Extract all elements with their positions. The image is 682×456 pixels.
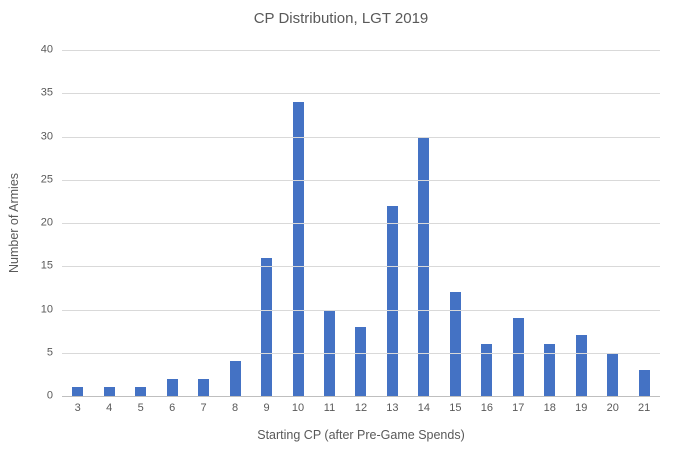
bar (198, 378, 210, 396)
x-axis-tick-label: 3 (74, 402, 81, 414)
x-axis-tick-label: 11 (323, 402, 336, 414)
bar-column (156, 50, 187, 396)
bar-column (597, 50, 628, 396)
x-axis-tick-label: 6 (169, 402, 176, 414)
gridline (62, 223, 660, 224)
bar-column (471, 50, 502, 396)
bar-column (62, 50, 93, 396)
bar-column (282, 50, 313, 396)
x-axis-tick-label: 20 (606, 402, 619, 414)
x-axis-tick-label: 7 (200, 402, 207, 414)
y-axis-tick-label: 5 (46, 346, 53, 359)
y-axis-title: Number of Armies (7, 172, 21, 274)
y-axis-tick-label: 15 (40, 259, 53, 272)
y-axis-tick-label: 10 (40, 303, 53, 315)
x-axis-tick-label: 8 (232, 402, 239, 414)
x-axis-tick-labels: 3 4 5 6 7 8 9 10 11 12 13 14 15 16 17 18 19 20 21 (62, 402, 660, 414)
bar (512, 318, 524, 396)
gridline (62, 136, 660, 138)
bar (481, 344, 493, 396)
x-axis-title: Starting CP (after Pre-Game Spends) (257, 428, 465, 442)
bar (292, 101, 304, 396)
bar (607, 352, 619, 396)
x-axis-tick-label: 9 (263, 402, 270, 414)
bar-column (377, 50, 408, 396)
x-axis-tick-label: 4 (106, 402, 113, 414)
plot-area: 3 4 5 6 7 8 9 10 11 12 13 14 15 16 17 18 19 20 21 0 5 10 15 20… (41, 44, 660, 414)
bar (449, 292, 461, 396)
bar-column (188, 50, 219, 396)
gridline (62, 179, 660, 181)
bar (355, 326, 367, 396)
gridline (62, 266, 660, 268)
bar-column (93, 50, 124, 396)
bar-column (534, 50, 565, 396)
chart-title: CP Distribution, LGT 2019 (253, 10, 429, 27)
x-axis-tick-label: 15 (449, 402, 462, 414)
x-axis-tick-label: 12 (354, 402, 368, 414)
bar-column (125, 50, 156, 396)
bar (135, 387, 147, 396)
x-axis-tick-label: 16 (480, 402, 493, 414)
y-axis-tick-label: 30 (40, 130, 53, 142)
bar-column (628, 50, 659, 396)
bar (72, 387, 84, 396)
bar (166, 378, 178, 396)
x-axis-tick-label: 5 (137, 402, 144, 414)
y-axis-tick-label: 25 (40, 173, 53, 186)
x-axis-tick-label: 17 (512, 402, 525, 414)
bar (261, 257, 273, 396)
bar-column (503, 50, 534, 396)
gridline (62, 352, 660, 354)
bar-column (345, 50, 376, 396)
y-axis-tick-label: 0 (46, 389, 53, 402)
y-axis-tick-label: 20 (40, 216, 53, 229)
bar (386, 205, 398, 396)
x-axis-tick-label: 10 (291, 402, 305, 414)
bar-column (566, 50, 597, 396)
gridline (62, 93, 660, 95)
y-axis-tick-label: 35 (40, 86, 53, 99)
bar-column (251, 50, 282, 396)
bar (103, 387, 115, 396)
bar-column (219, 50, 250, 396)
x-axis-tick-label: 21 (638, 402, 651, 414)
gridline (62, 309, 660, 311)
y-axis-tick-label: 40 (40, 43, 53, 56)
bar-column (440, 50, 471, 396)
gridline (62, 50, 660, 51)
x-axis-tick-label: 13 (386, 402, 399, 414)
bar (229, 361, 241, 396)
x-axis-line (62, 396, 660, 397)
x-axis-tick-label: 19 (575, 402, 588, 414)
x-axis-tick-label: 14 (417, 402, 431, 414)
x-axis-tick-label: 18 (543, 402, 556, 414)
bar (638, 370, 650, 396)
bar (575, 335, 587, 396)
bar (544, 344, 556, 396)
